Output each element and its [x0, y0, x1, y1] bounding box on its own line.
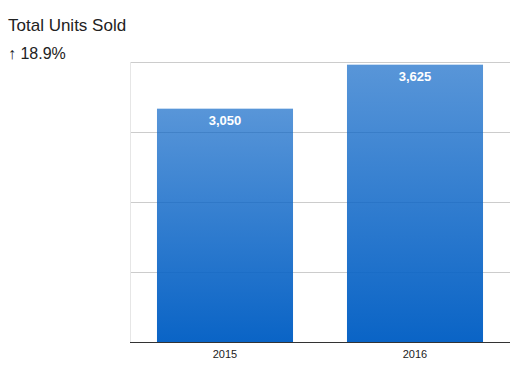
labels: 3,050 2015 3,625 2016: [209, 69, 432, 360]
bar: [347, 65, 483, 342]
x-tick-label: 2015: [213, 348, 237, 360]
chart-root: Total Units Sold ↑ 18.9% 3,050 2015 3,625 201…: [0, 0, 524, 372]
y-axis-line: [130, 62, 131, 342]
bars: [157, 65, 483, 342]
x-tick-label: 2016: [403, 348, 427, 360]
data-label: 3,050: [209, 113, 242, 128]
chart-svg: Total Units Sold ↑ 18.9% 3,050 2015 3,625 201…: [0, 0, 524, 372]
data-label: 3,625: [399, 69, 432, 84]
title: Total Units Sold: [8, 16, 126, 35]
bar: [157, 109, 293, 342]
grid-line: [130, 342, 510, 343]
subtitle: ↑ 18.9%: [8, 45, 66, 62]
grid-line: [130, 62, 510, 63]
